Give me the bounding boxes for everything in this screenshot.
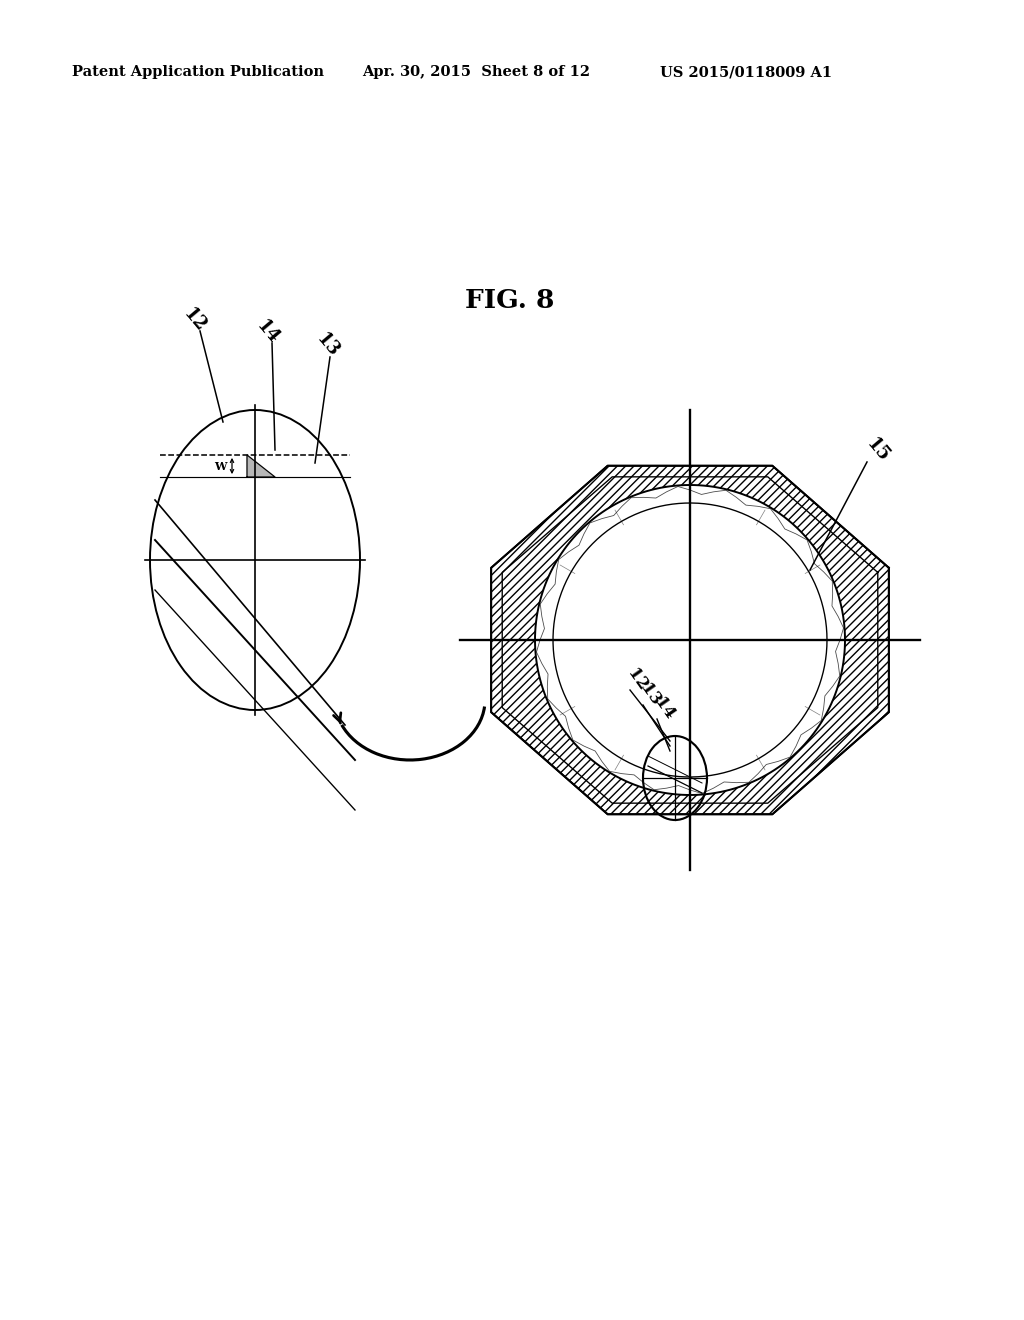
Text: FIG. 8: FIG. 8 [465,288,555,313]
Text: 14: 14 [650,694,678,723]
Polygon shape [247,455,275,477]
Text: Apr. 30, 2015  Sheet 8 of 12: Apr. 30, 2015 Sheet 8 of 12 [362,65,590,79]
Text: 12: 12 [624,665,650,694]
Text: Patent Application Publication: Patent Application Publication [72,65,324,79]
Text: 15: 15 [863,434,893,466]
Text: 12: 12 [180,305,210,335]
Polygon shape [492,466,889,814]
Text: US 2015/0118009 A1: US 2015/0118009 A1 [660,65,833,79]
Text: 14: 14 [253,317,283,347]
Text: 13: 13 [636,681,664,709]
Text: 13: 13 [313,330,343,360]
Text: W: W [214,461,226,471]
Circle shape [535,484,845,795]
